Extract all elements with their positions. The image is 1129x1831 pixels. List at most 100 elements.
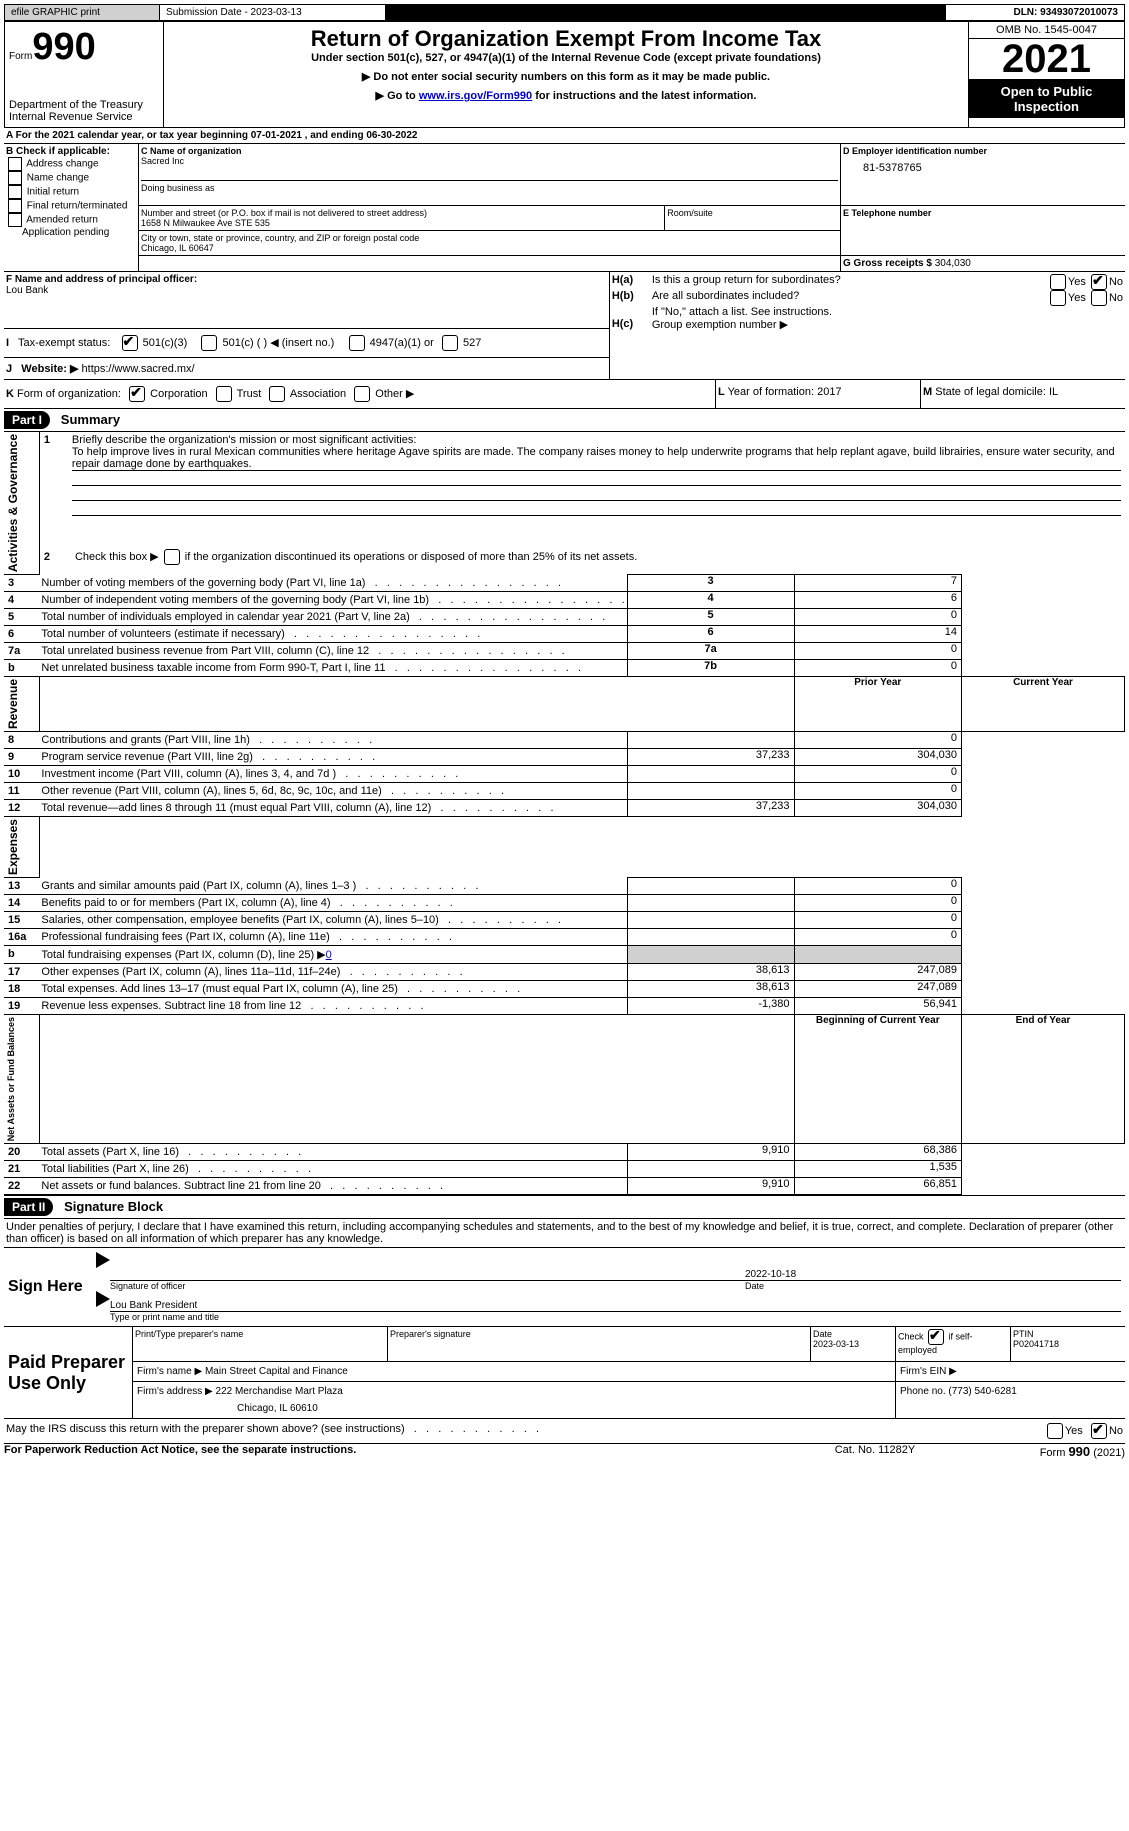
phone-value: (773) 540-6281	[948, 1386, 1016, 1397]
curr-value: 247,089	[794, 981, 962, 998]
sign-here-block: Sign Here 2022-10-18 Signature of office…	[4, 1248, 1125, 1327]
opt-app-pending[interactable]: Application pending	[22, 227, 136, 238]
row-text: Net unrelated business taxable income fr…	[39, 660, 627, 677]
row-num: 5	[4, 609, 39, 626]
curr-value	[794, 946, 962, 964]
row-value: 0	[794, 660, 962, 677]
hc-label: H(c)	[612, 318, 652, 331]
efile-label: efile GRAPHIC print	[5, 5, 160, 21]
part1-hdr: Part I	[4, 411, 50, 429]
paid-preparer-block: Paid Preparer Use Only Print/Type prepar…	[4, 1327, 1125, 1419]
sig-type-label: Type or print name and title	[110, 1312, 1121, 1323]
prep-sig-label: Preparer's signature	[388, 1327, 811, 1362]
row-num: b	[4, 660, 39, 677]
discuss-yes-checkbox[interactable]	[1047, 1423, 1063, 1439]
phone-label: Phone no.	[900, 1386, 948, 1397]
hb-no-checkbox[interactable]	[1091, 290, 1107, 306]
sig-officer-label: Signature of officer	[110, 1281, 725, 1292]
opt-address-change[interactable]: Address change	[6, 157, 136, 171]
state-domicile-label: State of legal domicile:	[935, 386, 1049, 398]
side-expenses: Expenses	[4, 817, 22, 877]
sig-name-value: Lou Bank President	[110, 1291, 1121, 1312]
prior-value	[627, 732, 794, 749]
city-label: City or town, state or province, country…	[141, 233, 838, 243]
firm-addr2: Chicago, IL 60610	[237, 1403, 891, 1414]
row-box: 4	[627, 592, 794, 609]
opt-name-change[interactable]: Name change	[6, 171, 136, 185]
trust-checkbox[interactable]	[216, 386, 232, 402]
dln: DLN: 93493072010073	[946, 5, 1125, 21]
firm-name: Main Street Capital and Finance	[205, 1366, 348, 1377]
fundraising-link[interactable]: 0	[326, 949, 332, 961]
form990-link[interactable]: www.irs.gov/Form990	[419, 90, 532, 102]
row-text: Total number of individuals employed in …	[39, 609, 627, 626]
hb-yes-checkbox[interactable]	[1050, 290, 1066, 306]
curr-year-hdr: Current Year	[962, 677, 1125, 732]
declaration: Under penalties of perjury, I declare th…	[4, 1219, 1125, 1248]
firm-addr1: 222 Merchandise Mart Plaza	[216, 1386, 343, 1397]
room-label: Room/suite	[665, 206, 840, 231]
row-text: Professional fundraising fees (Part IX, …	[39, 929, 627, 946]
q2-checkbox[interactable]	[164, 549, 180, 565]
curr-value: 0	[794, 766, 962, 783]
firm-name-label: Firm's name ▶	[137, 1366, 205, 1377]
opt-initial-return[interactable]: Initial return	[6, 185, 136, 199]
corp-checkbox[interactable]	[129, 386, 145, 402]
prior-value	[627, 878, 794, 895]
begin-year-hdr: Beginning of Current Year	[794, 1015, 962, 1144]
top-bar: efile GRAPHIC print Submission Date - 20…	[4, 4, 1125, 21]
501c3-checkbox[interactable]	[122, 335, 138, 351]
officer-name: Lou Bank	[6, 285, 607, 296]
sig-arrow-icon	[96, 1252, 110, 1268]
ha-yes-checkbox[interactable]	[1050, 274, 1066, 290]
q2-post: if the organization discontinued its ope…	[185, 551, 638, 563]
q2-num: 2	[44, 551, 72, 563]
opt-final-return[interactable]: Final return/terminated	[6, 199, 136, 213]
row-value: 6	[794, 592, 962, 609]
row-text: Grants and similar amounts paid (Part IX…	[39, 878, 627, 895]
prior-value: 38,613	[627, 964, 794, 981]
curr-value: 0	[794, 878, 962, 895]
curr-value: 0	[794, 732, 962, 749]
row-num: 3	[4, 575, 39, 592]
row-num: 19	[4, 998, 39, 1015]
4947-checkbox[interactable]	[349, 335, 365, 351]
prep-date-label: Date	[813, 1329, 832, 1339]
assoc-checkbox[interactable]	[269, 386, 285, 402]
phone-label: E Telephone number	[843, 208, 1123, 218]
row-num: 22	[4, 1178, 39, 1195]
row-text: Total liabilities (Part X, line 26) . . …	[39, 1161, 627, 1178]
discuss-no-checkbox[interactable]	[1091, 1423, 1107, 1439]
prior-value: 38,613	[627, 981, 794, 998]
sig-date-value: 2022-10-18	[725, 1252, 1121, 1281]
addr-label: Number and street (or P.O. box if mail i…	[141, 208, 662, 218]
row-num: 7a	[4, 643, 39, 660]
hb-label: H(b)	[612, 290, 652, 306]
prep-name-label: Print/Type preparer's name	[133, 1327, 388, 1362]
ha-no-checkbox[interactable]	[1091, 274, 1107, 290]
self-employed-checkbox[interactable]	[928, 1329, 944, 1345]
527-checkbox[interactable]	[442, 335, 458, 351]
form-header: Form990 Department of the Treasury Inter…	[4, 21, 1125, 128]
row-text: Program service revenue (Part VIII, line…	[39, 749, 627, 766]
tax-year: 2021	[969, 39, 1124, 80]
row-text: Contributions and grants (Part VIII, lin…	[39, 732, 627, 749]
row-num: 11	[4, 783, 39, 800]
sign-here-label: Sign Here	[4, 1248, 92, 1327]
part2-title: Signature Block	[64, 1199, 163, 1214]
curr-value: 66,851	[794, 1178, 962, 1195]
prior-value: 9,910	[627, 1178, 794, 1195]
curr-value: 247,089	[794, 964, 962, 981]
501c-checkbox[interactable]	[201, 335, 217, 351]
row-num: 16a	[4, 929, 39, 946]
opt-amended-return[interactable]: Amended return	[6, 213, 136, 227]
hb-text: Are all subordinates included?	[652, 290, 1003, 306]
box-m-label: M	[923, 386, 932, 398]
row-value: 14	[794, 626, 962, 643]
row-text: Salaries, other compensation, employee b…	[39, 912, 627, 929]
ptin-label: PTIN	[1013, 1329, 1034, 1339]
box-k-label: K	[6, 388, 14, 400]
other-checkbox[interactable]	[354, 386, 370, 402]
hc-text: Group exemption number ▶	[652, 318, 1123, 331]
curr-value: 56,941	[794, 998, 962, 1015]
